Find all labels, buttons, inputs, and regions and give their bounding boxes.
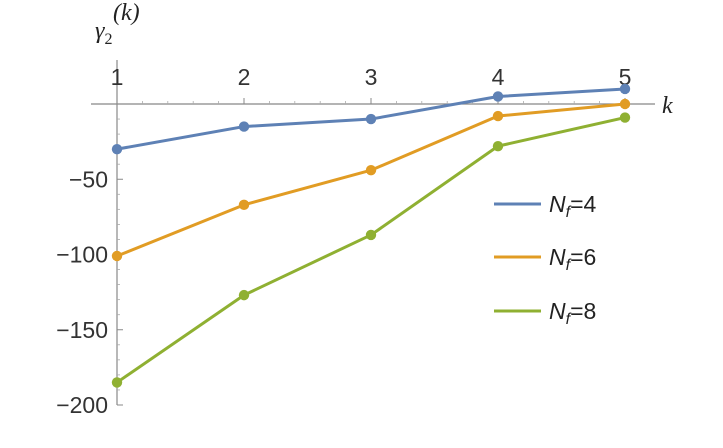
legend-label: Nf=6	[549, 244, 596, 274]
axes: 1 2 3 4 5 −50 −100 −150 −200 k γ2(k)	[56, 0, 673, 418]
y-tick-label: −100	[56, 242, 108, 268]
data-point	[238, 121, 250, 132]
series-layer	[111, 83, 631, 388]
data-point	[492, 110, 504, 122]
data-point	[111, 143, 123, 155]
data-point	[619, 83, 631, 95]
data-point	[619, 112, 631, 123]
legend-entry-2: Nf=6	[494, 244, 596, 274]
y-axis-label-superscript: (k)	[113, 0, 140, 26]
data-point	[238, 289, 250, 301]
data-point	[365, 113, 377, 125]
legend-entry-1: Nf=4	[494, 191, 597, 221]
x-tick-label: 1	[111, 64, 124, 90]
data-point	[111, 377, 123, 388]
series-1	[111, 83, 631, 155]
x-tick-label: 2	[238, 64, 251, 90]
data-point	[238, 199, 250, 211]
data-point	[492, 91, 504, 102]
y-tick-label: −200	[56, 392, 108, 418]
series-3	[111, 112, 631, 388]
x-tick-label: 4	[492, 64, 505, 90]
legend-entry-3: Nf=8	[494, 298, 596, 328]
x-tick-label: 5	[619, 64, 632, 90]
x-tick-label: 3	[365, 64, 378, 90]
data-point	[619, 98, 631, 110]
legend: Nf=4 Nf=6 Nf=8	[494, 191, 597, 328]
legend-label: Nf=8	[549, 298, 596, 328]
y-axis-label: γ2	[95, 18, 112, 48]
legend-label: Nf=4	[549, 191, 597, 221]
data-point	[111, 250, 123, 262]
y-tick-label: −150	[56, 317, 108, 343]
data-point	[492, 140, 504, 152]
y-tick-label: −50	[69, 166, 108, 192]
series-2	[111, 98, 631, 262]
data-point	[365, 165, 377, 176]
data-point	[365, 229, 377, 241]
x-axis-label: k	[662, 93, 673, 119]
